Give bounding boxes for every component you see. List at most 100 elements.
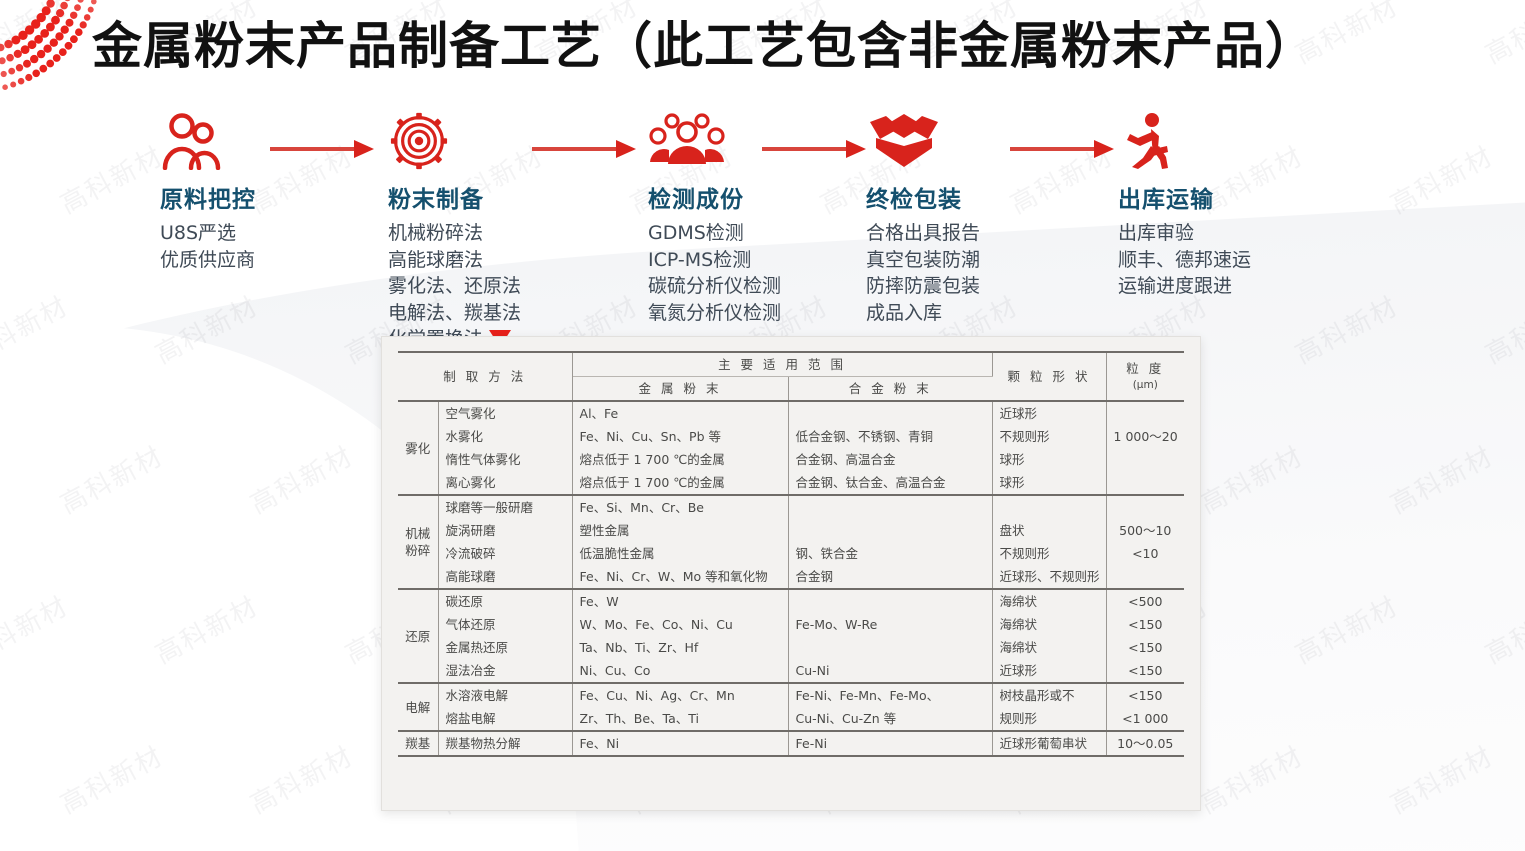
flow-step-final-inspection-packaging[interactable]: 终检包装 合格出具报告 真空包装防潮 防摔防震包装 成品入库: [866, 108, 980, 326]
table-row: 气体还原 W、Mo、Fe、Co、Ni、Cu Fe-Mo、W-Re 海绵状 <150: [398, 613, 1184, 636]
flow-step-line: 出库审验: [1118, 222, 1195, 244]
flow-step-line: 雾化法、还原法: [388, 275, 522, 297]
th-method: 制 取 方 法: [398, 351, 573, 402]
cell-method-group: 机械 粉碎: [398, 494, 439, 590]
cell-particle-size: [1106, 448, 1184, 471]
cell-method-detail: 气体还原: [438, 613, 573, 636]
cell-metal-powder: 熔点低于 1 700 ℃的金属: [572, 471, 789, 496]
th-size-label: 粒 度: [1126, 360, 1165, 376]
cell-method-detail: 熔盐电解: [438, 707, 573, 732]
group-inspect-icon: [648, 108, 781, 170]
cell-particle-size: <150: [1106, 682, 1185, 707]
cell-alloy-powder: Fe-Mo、W-Re: [788, 613, 993, 636]
cell-alloy-powder: [788, 588, 993, 613]
table-row: 冷流破碎 低温脆性金属 钢、铁合金 不规则形 <10: [398, 542, 1184, 565]
flow-step-title: 出库运输: [1118, 187, 1214, 213]
watermark-text: 高科新材: [1480, 0, 1525, 71]
flow-step-lines: 出库审验 顺丰、德邦速运 运输进度跟进: [1118, 220, 1251, 300]
cell-alloy-powder: [788, 400, 993, 425]
cell-alloy-powder: 钢、铁合金: [788, 542, 993, 565]
cell-metal-powder: W、Mo、Fe、Co、Ni、Cu: [572, 613, 789, 636]
flow-step-raw-material[interactable]: 原料把控 U8S严选 优质供应商: [160, 108, 256, 273]
cell-metal-powder: 低温脆性金属: [572, 542, 789, 565]
cell-metal-powder: Fe、Cu、Ni、Ag、Cr、Mn: [572, 682, 789, 707]
table-row: 旋涡研磨 塑性金属 盘状 500～10: [398, 519, 1184, 542]
th-metal-powder: 金 属 粉 末: [572, 376, 789, 402]
cell-particle-size: <150: [1106, 659, 1185, 684]
table-row: 羰基 羰基物热分解 Fe、Ni Fe-Ni 近球形葡萄串状 10～0.05: [398, 730, 1185, 757]
cell-particle-shape: 近球形: [992, 400, 1107, 425]
table-row: 还原 碳还原 Fe、W 海绵状 <500: [398, 588, 1185, 684]
cell-particle-shape: 海绵状: [992, 613, 1107, 636]
right-arrow-icon: [270, 140, 374, 158]
table-body: 雾化 空气雾化 Al、Fe 近球形 水雾化 Fe、Ni、Cu、Sn、Pb 等低合金钢、…: [398, 400, 1185, 757]
gear-icon: [388, 108, 521, 170]
cell-particle-shape: 球形: [992, 448, 1107, 471]
cell-metal-powder: Ni、Cu、Co: [572, 659, 789, 684]
halftone-arc-decoration: [0, 0, 97, 90]
cell-method-detail: 旋涡研磨: [438, 519, 573, 542]
cell-method-group: 电解: [398, 682, 439, 732]
flow-step-title: 检测成份: [648, 187, 744, 213]
flow-step-line: 运输进度跟进: [1118, 275, 1233, 297]
cell-particle-size: 1 000～20: [1113, 429, 1178, 444]
right-arrow-icon: [1010, 140, 1114, 158]
cell-alloy-powder: Cu-Ni、Cu-Zn 等: [788, 707, 993, 732]
flow-step-powder-preparation[interactable]: 粉末制备 机械粉碎法 高能球磨法 雾化法、还原法 电解法、羰基法 化学置换法: [388, 108, 521, 353]
cell-particle-shape: [992, 494, 1107, 519]
cell-particle-shape: 海绵状: [992, 636, 1107, 659]
table-row: 高能球磨 Fe、Ni、Cr、W、Mo 等和氧化物 合金钢 近球形、不规则形: [398, 565, 1185, 590]
flow-step-line: ICP-MS检测: [648, 248, 752, 271]
flow-step-line: 防摔防震包装: [866, 275, 981, 297]
right-arrow-icon: [762, 140, 866, 158]
cell-alloy-powder: [788, 519, 993, 542]
cell-alloy-powder: Cu-Ni: [788, 659, 993, 684]
th-size-unit: (μm): [1132, 378, 1158, 391]
cell-method-detail: 离心雾化: [438, 471, 573, 496]
table-row: 电解 水溶液电解 Fe、Cu、Ni、Ag、Cr、Mn Fe-Ni、Fe-Mn、Fe-M…: [398, 682, 1185, 732]
cell-metal-powder: Fe、Ni、Cu、Sn、Pb 等: [572, 425, 789, 448]
flow-step-outbound-transport[interactable]: 出库运输 出库审验 顺丰、德邦速运 运输进度跟进: [1118, 108, 1251, 300]
cell-particle-size: <10: [1132, 546, 1159, 561]
table-row: 离心雾化 熔点低于 1 700 ℃的金属 合金钢、钛合金、高温合金 球形: [398, 471, 1185, 496]
table-row: 雾化 空气雾化 Al、Fe 近球形: [398, 400, 1185, 496]
cell-alloy-powder: 低合金钢、不锈钢、青铜: [788, 425, 993, 448]
cell-particle-size: 10～0.05: [1106, 730, 1185, 757]
flow-step-line: U8S严选: [160, 222, 237, 244]
cell-particle-size: [1106, 471, 1185, 496]
th-alloy-powder: 合 金 粉 末: [788, 376, 993, 402]
flow-step-line: 高能球磨法: [388, 248, 484, 271]
flow-step-line: 合格出具报告: [866, 222, 981, 244]
cell-particle-size: [1106, 494, 1185, 519]
flow-step-lines: 机械粉碎法 高能球磨法 雾化法、还原法 电解法、羰基法 化学置换法: [388, 220, 521, 353]
th-size: 粒 度 (μm): [1106, 351, 1185, 402]
cell-metal-powder: Fe、Ni、Cr、W、Mo 等和氧化物: [572, 565, 789, 590]
cell-particle-size: <150: [1128, 617, 1163, 632]
flow-step-title: 终检包装: [866, 187, 962, 213]
flow-step-line: 真空包装防潮: [866, 248, 981, 271]
cell-particle-shape: 海绵状: [992, 588, 1107, 613]
flow-step-line: 电解法、羰基法: [388, 301, 522, 324]
cell-alloy-powder: [788, 494, 993, 519]
cell-method-detail: 湿法冶金: [438, 659, 573, 684]
cell-alloy-powder: 合金钢: [788, 565, 993, 590]
cell-alloy-powder: Fe-Ni、Fe-Mn、Fe-Mo、: [788, 682, 993, 707]
cell-method-detail: 高能球磨: [438, 565, 573, 590]
table-row: 水雾化 Fe、Ni、Cu、Sn、Pb 等低合金钢、不锈钢、青铜 不规则形 1 000～…: [398, 425, 1184, 448]
cell-method-detail: 球磨等一般研磨: [438, 494, 573, 519]
open-box-icon: [866, 108, 980, 170]
cell-alloy-powder: 合金钢、钛合金、高温合金: [788, 471, 993, 496]
cell-metal-powder: 塑性金属: [572, 519, 789, 542]
cell-method-detail: 水溶液电解: [438, 682, 573, 707]
cell-method-detail: 金属热还原: [438, 636, 573, 659]
cell-metal-powder: Al、Fe: [572, 400, 789, 425]
th-shape: 颗 粒 形 状: [992, 351, 1107, 402]
cell-particle-shape: 树枝晶形或不: [992, 682, 1107, 707]
page-title: 金属粉末产品制备工艺（此工艺包含非金属粉末产品）: [92, 16, 1316, 75]
flow-step-composition-test[interactable]: 检测成份 GDMS检测 ICP-MS检测 碳硫分析仪检测 氧氮分析仪检测: [648, 108, 781, 326]
cell-particle-size: 500～10: [1119, 523, 1172, 538]
cell-method-detail: 冷流破碎: [438, 542, 573, 565]
cell-method-detail: 水雾化: [438, 425, 573, 448]
cell-alloy-powder: Fe-Ni: [788, 730, 993, 757]
table-row: 金属热还原 Ta、Nb、Ti、Zr、Hf 海绵状 <150: [398, 636, 1184, 659]
